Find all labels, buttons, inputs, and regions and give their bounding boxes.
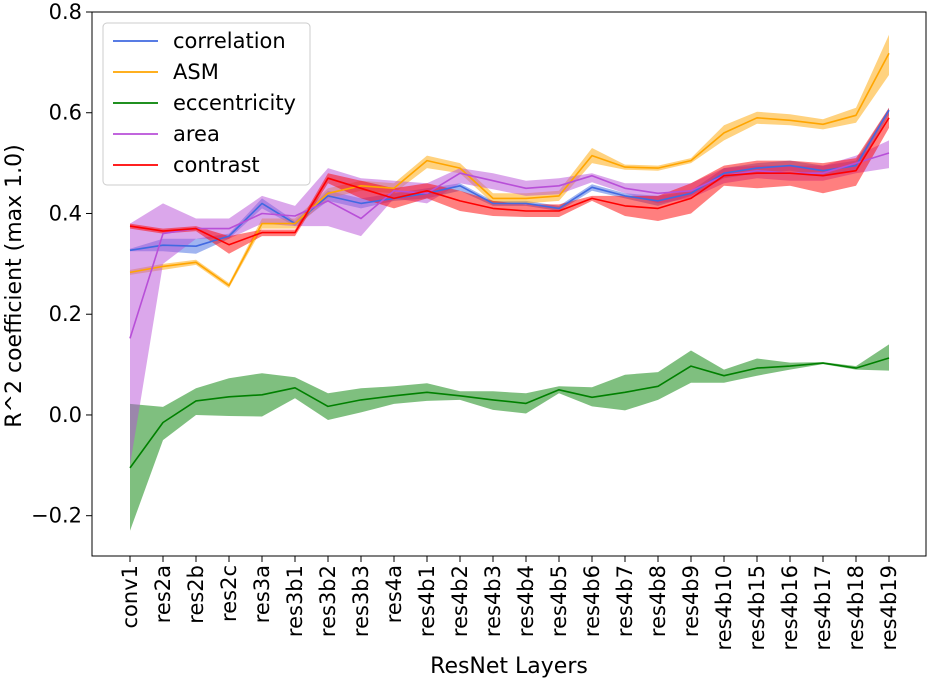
x-axis: conv1 res2a res2b res2c res3a res3b1 res3b2 res… [118, 556, 901, 650]
band-eccentricity [130, 344, 889, 531]
line-eccentricity [129, 357, 890, 469]
x-tick-label: res4b4 [514, 565, 538, 637]
legend-label-area: area [173, 122, 220, 146]
x-tick-label: res4b16 [778, 565, 802, 650]
x-tick-label: res3a [250, 565, 274, 623]
y-tick-label: 0.6 [49, 101, 82, 125]
y-tick-label: −0.2 [31, 504, 82, 528]
legend-label-contrast: contrast [173, 153, 260, 177]
y-tick-label: 0.0 [49, 403, 82, 427]
x-tick-label: res4b19 [877, 565, 901, 650]
x-axis-label: ResNet Layers [430, 654, 588, 679]
legend-box [102, 22, 311, 186]
x-tick-label: res4b17 [811, 565, 835, 650]
band-correlation [130, 107, 889, 254]
confidence-bands [130, 34, 889, 531]
y-tick-label: 0.2 [49, 302, 82, 326]
y-tick-label: 0.4 [49, 201, 82, 225]
legend-label-correlation: correlation [173, 29, 286, 53]
line-area [129, 152, 890, 339]
y-tick-label: 0.8 [49, 0, 82, 24]
line-contrast [129, 117, 890, 246]
x-tick-label: conv1 [118, 565, 142, 629]
y-axis: −0.2 0.0 0.2 0.4 0.6 0.8 [31, 0, 92, 528]
x-tick-label: res4b6 [580, 565, 604, 637]
band-contrast [130, 107, 889, 254]
x-tick-label: res3b2 [316, 565, 340, 637]
series-lines [129, 52, 890, 469]
x-tick-label: res4b2 [448, 565, 472, 637]
legend: correlation ASM eccentricity area contrast [102, 22, 311, 186]
x-tick-label: res4b5 [547, 565, 571, 637]
x-tick-label: res4b7 [613, 565, 637, 637]
x-tick-label: res4b9 [679, 565, 703, 637]
x-tick-label: res4b1 [415, 565, 439, 637]
x-tick-label: res3b1 [283, 565, 307, 637]
x-tick-label: res2a [151, 565, 175, 623]
x-tick-label: res4b18 [844, 565, 868, 650]
x-tick-label: res2b [184, 565, 208, 624]
legend-label-eccentricity: eccentricity [173, 91, 296, 115]
x-tick-label: res3b3 [349, 565, 373, 637]
x-tick-label: res4b3 [481, 565, 505, 637]
y-axis-label: R^2 coefficient (max 1.0) [2, 144, 27, 427]
x-tick-label: res2c [217, 565, 241, 622]
x-tick-label: res4b15 [745, 565, 769, 650]
legend-label-asm: ASM [173, 60, 219, 84]
band-area [130, 140, 889, 466]
x-tick-label: res4a [382, 565, 406, 623]
x-tick-label: res4b8 [646, 565, 670, 637]
plot-frame [91, 11, 927, 557]
x-tick-label: res4b10 [712, 565, 736, 650]
line-correlation [129, 109, 890, 252]
